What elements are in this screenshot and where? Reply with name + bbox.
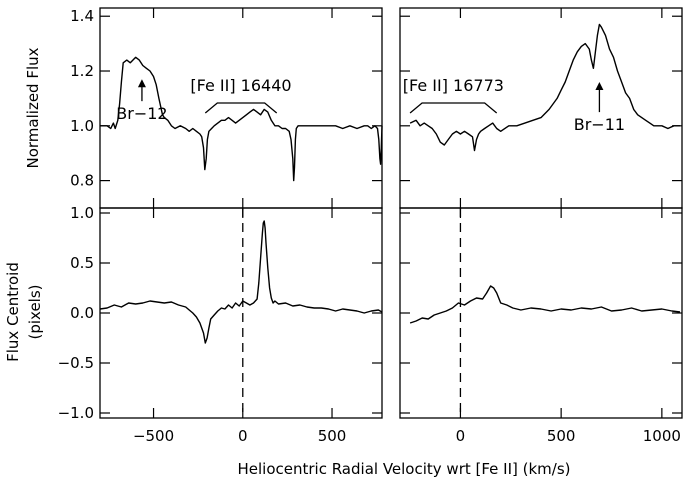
x-tick-label: −500 xyxy=(133,427,174,445)
line-label: Br−11 xyxy=(574,115,625,134)
panel-top-left-normalized-flux: 0.8 1.0 1.2 1.4 [Fe II] 16440 Br−12 xyxy=(70,7,383,209)
line-bracket xyxy=(204,102,278,114)
spectrum-line xyxy=(409,285,681,324)
x-tick-label: 500 xyxy=(547,427,576,445)
x-tick-label: 0 xyxy=(456,427,466,445)
x-axis-label: Heliocentric Radial Velocity wrt [Fe II]… xyxy=(237,460,570,478)
x-tick-label: 0 xyxy=(238,427,248,445)
x-tick-label: 500 xyxy=(318,427,347,445)
y-tick-label: 1.4 xyxy=(70,7,94,25)
plot-frame xyxy=(399,7,683,209)
y-axis-label-bottom-line2: (pixels) xyxy=(26,284,44,339)
spectrum-line xyxy=(409,23,680,152)
line-label: Br−12 xyxy=(116,104,167,123)
y-tick-label: −1.0 xyxy=(58,404,94,422)
y-tick-label: 1.2 xyxy=(70,62,94,80)
spectrum-line xyxy=(100,56,383,182)
panel-bottom-right-flux-centroid: 0 500 1000 xyxy=(399,207,683,445)
arrow-head xyxy=(137,79,146,88)
plot-frame xyxy=(99,207,383,419)
line-label: [Fe II] 16440 xyxy=(190,76,291,95)
arrow-head xyxy=(595,81,604,90)
y-tick-label: 0.5 xyxy=(70,254,94,272)
line-bracket xyxy=(409,102,498,114)
y-axis-label-top: Normalized Flux xyxy=(24,47,42,168)
y-tick-label: 0.0 xyxy=(70,304,94,322)
y-tick-label: 1.0 xyxy=(70,117,94,135)
y-tick-label: −0.5 xyxy=(58,354,94,372)
line-label: [Fe II] 16773 xyxy=(403,76,504,95)
y-axis-label-bottom-line1: Flux Centroid xyxy=(4,262,22,362)
y-tick-label: 0.8 xyxy=(70,172,94,190)
panel-bottom-left-flux-centroid: −1.0 −0.5 0.0 0.5 1.0 −500 0 500 xyxy=(58,204,383,445)
panel-top-right-normalized-flux: [Fe II] 16773 Br−11 xyxy=(399,7,683,209)
spectrum-line xyxy=(99,220,383,344)
y-tick-label: 1.0 xyxy=(70,204,94,222)
x-tick-label: 1000 xyxy=(643,427,681,445)
